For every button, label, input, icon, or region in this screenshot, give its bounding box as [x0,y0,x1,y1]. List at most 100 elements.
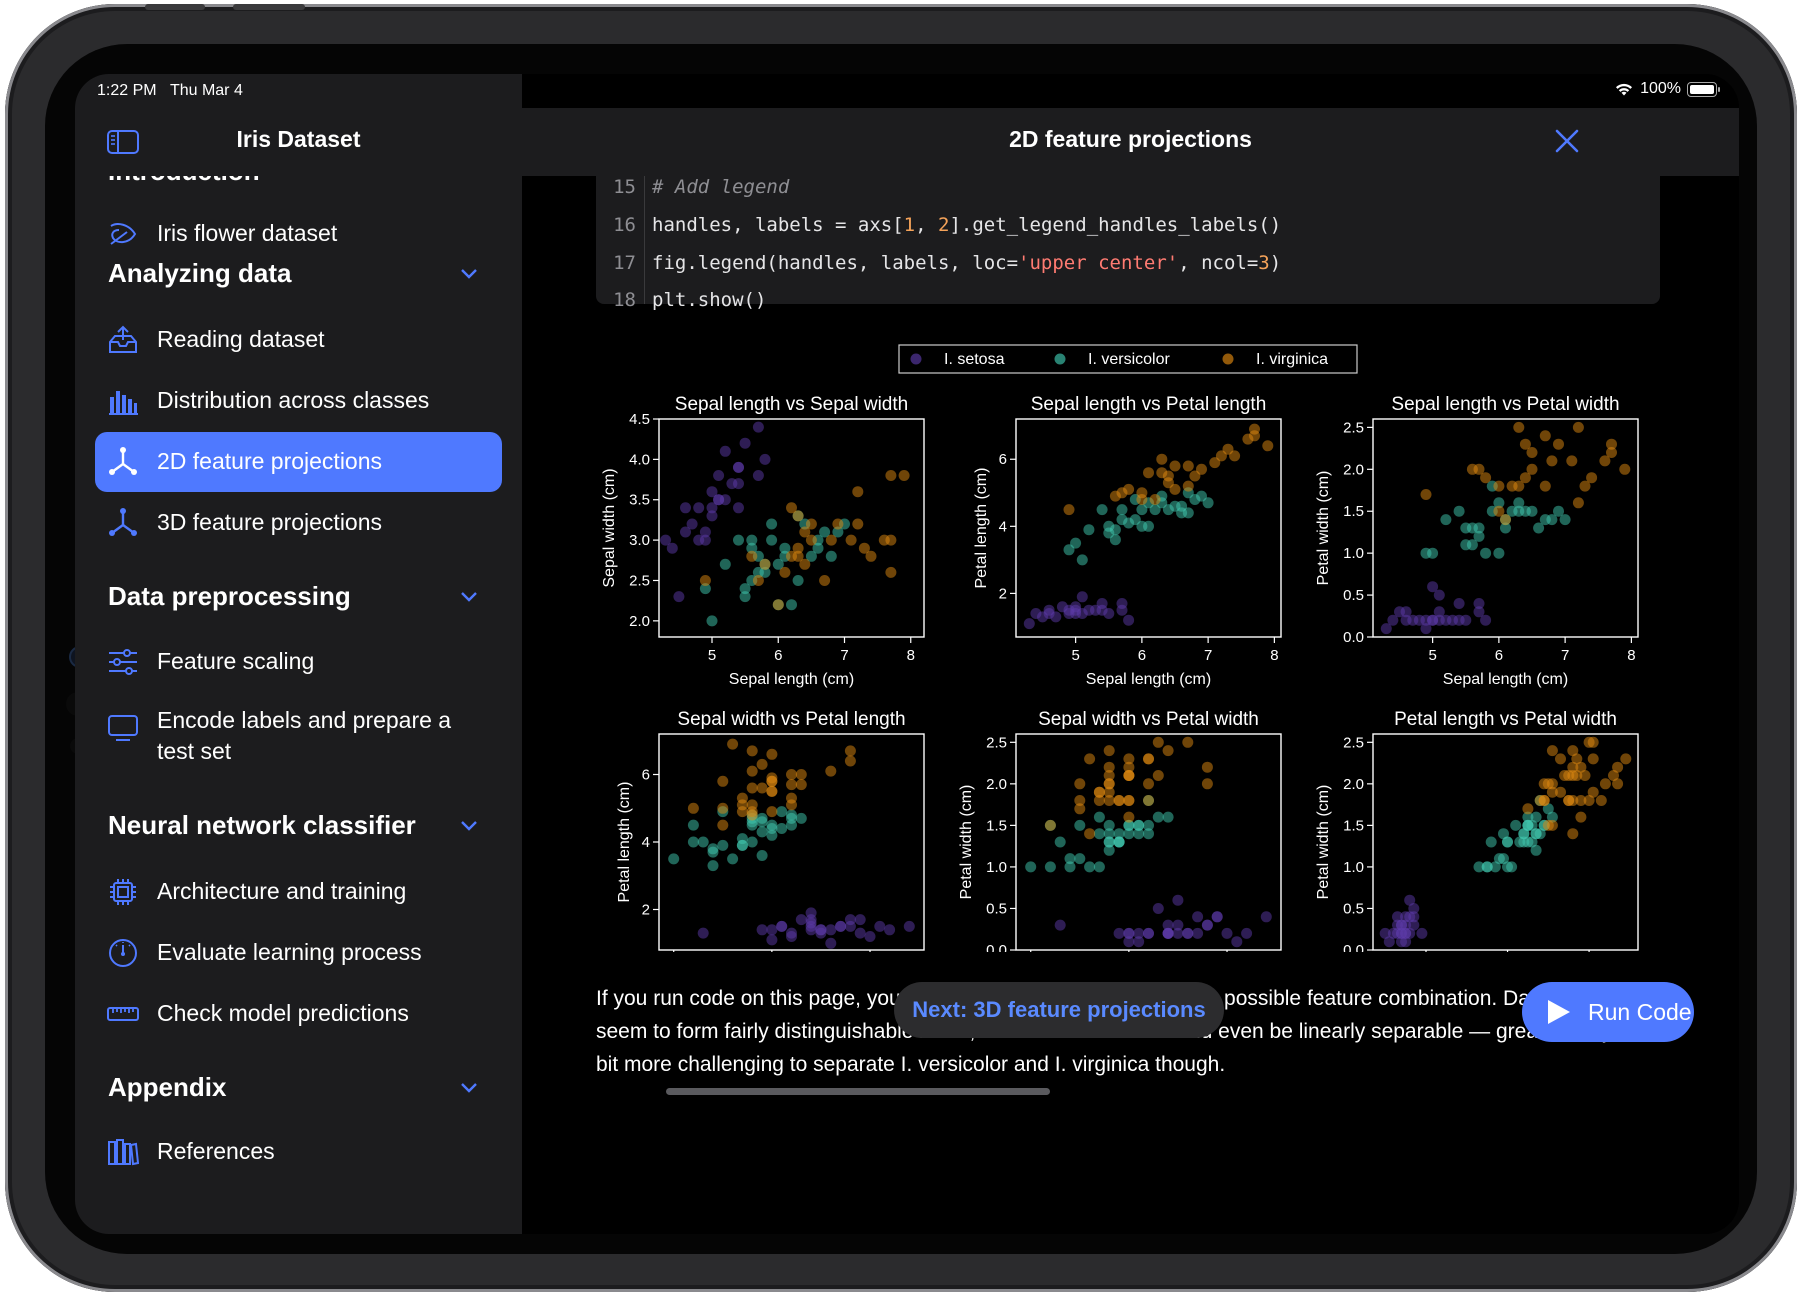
data-point [1189,494,1201,505]
data-point [1498,828,1509,840]
data-point [1103,844,1115,856]
legend-marker [910,353,922,365]
data-point [776,823,788,834]
data-point [1500,514,1511,526]
data-point [1612,778,1624,790]
data-point [1123,819,1135,831]
sidebar-item-encode-labels[interactable]: Encode labels and prepare a test set [95,693,502,764]
data-point [1519,472,1531,484]
panel-title: Sepal width vs Petal length [677,709,905,730]
y-tick-label: 2.0 [986,776,1007,793]
data-point [756,758,768,770]
code-number: 1 [903,214,916,236]
chevron-down-icon[interactable] [459,591,479,603]
data-point [1387,614,1399,626]
data-point [864,931,876,942]
x-tick-label: 7 [1204,647,1212,664]
data-point [1526,505,1538,517]
y-tick-label: 6 [999,451,1007,468]
line-number: 17 [613,252,636,274]
data-point [739,583,751,595]
sidebar-item-references[interactable]: References [95,1122,502,1182]
data-point [1074,778,1086,790]
data-point [1567,828,1579,840]
section-neural-network-classifier[interactable]: Neural network classifier [108,810,416,840]
sidebar-item-reading-dataset[interactable]: Reading dataset [95,310,502,370]
data-point [1044,819,1056,831]
data-point [1056,601,1068,613]
data-point [713,470,725,481]
sidebar-item-check-model-predictions[interactable]: Check model predictions [95,984,502,1044]
data-point [1182,460,1194,472]
data-point [1546,745,1558,757]
run-code-button[interactable]: Run Code [1522,982,1694,1042]
data-point [1025,861,1037,873]
data-point [752,575,764,586]
home-indicator[interactable] [666,1088,1050,1095]
data-point [1196,463,1207,475]
sidebar-item-2d-feature-projections[interactable]: 2D feature projections [95,432,502,492]
sidebar-item-evaluate-learning-process[interactable]: Evaluate learning process [95,923,502,983]
sidebar-item-distribution-across-classes[interactable]: Distribution across classes [95,371,502,431]
data-point [1427,581,1439,593]
y-tick-label: 0.0 [1343,942,1364,952]
data-point [1084,861,1096,873]
sidebar-item-label: Distribution across classes [157,387,430,413]
data-point [1506,480,1518,492]
x-axis-label: Sepal length (cm) [729,671,854,688]
scatter-figure: I. setosa I. versicolor I. virginica Sepal … [601,344,1639,952]
code-string: 'upper center' [1018,252,1179,274]
next-page-button[interactable]: Next: 3D feature projections [894,982,1224,1038]
data-point [766,924,778,936]
data-point [1143,819,1154,831]
data-point [1156,453,1168,465]
section-analyzing-data[interactable]: Analyzing data [108,258,292,288]
data-point [1070,601,1082,613]
chevron-down-icon[interactable] [459,268,479,280]
data-point [1103,828,1115,840]
data-point [707,846,719,858]
data-point [1413,614,1425,626]
data-point [1152,770,1164,781]
close-icon[interactable] [1554,128,1580,154]
x-tick-label: 5 [708,647,716,664]
panel-title: Sepal length vs Sepal width [675,394,908,415]
data-point [1480,614,1492,626]
chevron-down-icon[interactable] [459,820,479,832]
sidebar: Iris Dataset Introduction Iris flower da… [75,74,522,1234]
data-point [1133,819,1145,831]
code-text: fig.legend(handles, labels, loc='upper c… [652,252,1281,274]
data-point [1473,606,1485,618]
panel-title: Sepal length vs Petal width [1391,394,1619,415]
data-point [699,575,711,586]
sidebar-item-3d-feature-projections[interactable]: 3D feature projections [95,493,502,553]
data-point [1440,514,1452,526]
data-point [1526,836,1538,848]
data-point [756,924,768,936]
y-tick-label: 1.0 [986,859,1007,876]
data-point [786,792,797,804]
code-block[interactable]: 15 # Add legend 16 handles, labels = axs… [596,176,1660,311]
sidebar-item-iris-flower-dataset[interactable]: Iris flower dataset [95,204,502,264]
section-data-preprocessing[interactable]: Data preprocessing [108,581,351,611]
data-point [1392,919,1403,931]
ipad-frame: 1:22 PM Thu Mar 4 100% [5,4,1797,1292]
sidebar-toggle-icon[interactable] [107,130,139,154]
data-point [1522,803,1534,815]
data-point [1116,504,1128,516]
chevron-down-icon[interactable] [459,1082,479,1094]
data-point [835,920,847,932]
sidebar-item-feature-scaling[interactable]: Feature scaling [95,632,502,692]
data-point [1084,753,1096,765]
x-tick-label: 8 [907,647,915,664]
data-point [1485,836,1497,848]
data-point [1093,795,1105,806]
sidebar-item-architecture-and-training[interactable]: Architecture and training [95,862,502,922]
data-point [1172,894,1184,906]
data-point [805,550,817,562]
data-point [1201,919,1213,931]
section-appendix[interactable]: Appendix [108,1072,227,1102]
y-tick-label: 1.5 [986,817,1007,834]
data-point [1136,504,1148,516]
data-point [680,502,691,514]
